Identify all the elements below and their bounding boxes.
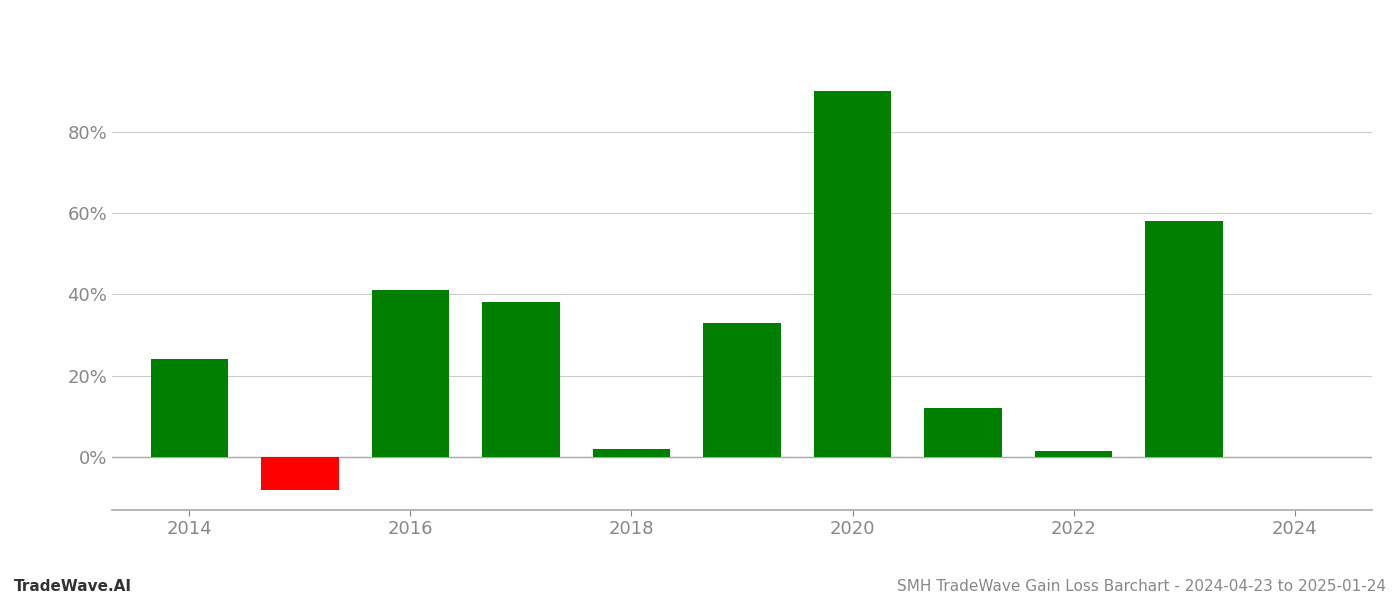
Text: SMH TradeWave Gain Loss Barchart - 2024-04-23 to 2025-01-24: SMH TradeWave Gain Loss Barchart - 2024-… xyxy=(897,579,1386,594)
Bar xyxy=(813,91,892,457)
Bar xyxy=(1035,451,1112,457)
Bar xyxy=(262,457,339,490)
Bar xyxy=(924,408,1002,457)
Bar xyxy=(372,290,449,457)
Bar xyxy=(151,359,228,457)
Bar xyxy=(482,302,560,457)
Bar xyxy=(592,449,671,457)
Text: TradeWave.AI: TradeWave.AI xyxy=(14,579,132,594)
Bar xyxy=(703,323,781,457)
Bar xyxy=(1145,221,1222,457)
